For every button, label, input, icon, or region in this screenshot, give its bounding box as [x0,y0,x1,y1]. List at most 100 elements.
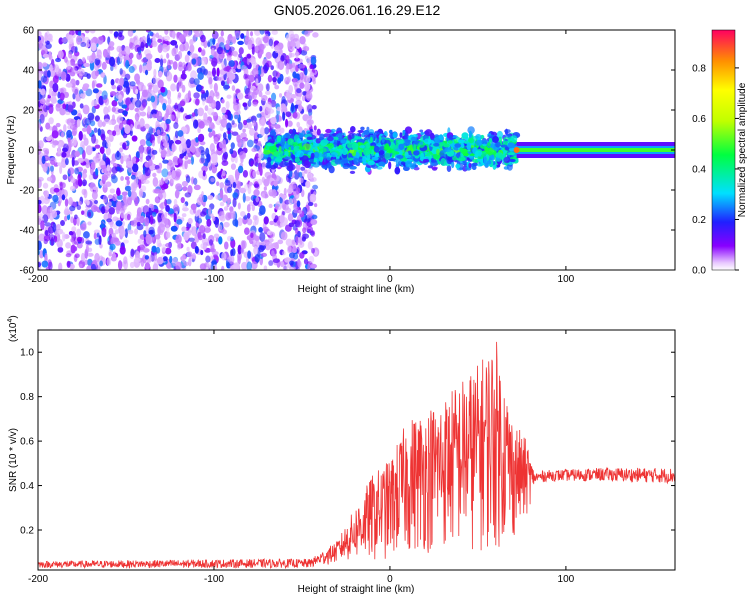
noise-cell [145,198,150,205]
noise-cell [161,134,169,144]
noise-cell [220,80,225,87]
noise-cell [114,229,120,235]
noise-cell [205,89,209,98]
noise-cell [51,210,58,219]
noise-cell [267,237,274,243]
spectrogram-x-label: Height of straight line (km) [298,284,415,295]
noise-cell [91,191,98,200]
noise-cell [89,30,96,34]
noise-cell [38,178,42,189]
band-cell [383,145,391,151]
noise-cell [180,73,187,80]
colorbar-label: Normalized spectral amplitude [737,82,748,217]
noise-cell [80,93,84,98]
noise-cell [243,227,250,236]
noise-cell [251,204,256,212]
noise-cell [270,65,274,71]
noise-cell [101,174,109,181]
noise-cell [237,121,243,131]
noise-cell [139,111,147,117]
noise-cell [284,207,292,214]
noise-cell [274,46,280,51]
noise-cell [91,133,96,144]
spectrogram-y-ticks: -60 -40 -20 0 20 40 60 [20,26,675,277]
noise-cell [241,261,248,270]
noise-cell [288,30,295,38]
band-cell [510,135,518,143]
noise-cell [137,245,141,253]
y-tick-label: 20 [23,106,35,117]
noise-cell [165,242,172,248]
noise-cell [285,118,289,128]
noise-cell [306,94,313,99]
noise-cell [82,134,87,141]
noise-cell [40,75,48,83]
noise-cell [115,220,123,227]
noise-cell [201,165,208,173]
band-cell [405,160,412,168]
noise-cell [166,171,173,176]
noise-cell [39,105,44,113]
noise-cell [75,35,82,45]
noise-cell [311,214,318,220]
noise-cell [264,171,272,179]
noise-cell [150,109,157,116]
noise-cell [86,124,91,135]
noise-cell [97,166,101,171]
noise-cell [91,70,98,80]
noise-cell [74,167,79,175]
noise-cell [158,94,164,103]
band-cell [293,145,301,153]
noise-cell [171,169,176,179]
noise-cell [211,30,219,40]
noise-cell [221,49,227,54]
noise-cell [163,35,170,42]
noise-cell [62,174,68,181]
noise-cell [195,98,200,106]
band-cell [319,133,325,141]
noise-cell [69,154,74,159]
noise-cell [284,257,292,263]
noise-cell [299,71,304,81]
noise-cell [134,228,138,235]
noise-cell [200,56,207,65]
noise-cell [230,142,235,150]
noise-cell [153,68,157,78]
noise-cell [185,139,192,149]
noise-cell [237,255,241,265]
noise-cell [144,167,151,177]
noise-cell [294,57,301,62]
noise-cell [237,165,244,174]
noise-cell [188,237,195,242]
noise-cell [94,58,101,66]
noise-cell [215,100,221,111]
noise-cell [157,38,163,43]
noise-cell [76,204,82,211]
noise-cell [100,133,106,141]
noise-cell [70,118,76,124]
noise-cell [290,94,297,99]
noise-cell [176,112,181,119]
band-cell [504,129,511,134]
band-cell [476,163,483,167]
noise-cell [40,88,46,96]
noise-cell [84,259,88,266]
band-cell [364,134,370,138]
noise-cell [219,182,225,189]
noise-cell [121,119,128,125]
noise-cell [124,185,132,192]
noise-cell [90,161,96,171]
y-tick-label: -60 [20,266,35,277]
band-cell [408,151,412,155]
band-cell [392,131,398,139]
noise-cell [264,90,271,95]
noise-cell [200,49,206,57]
noise-cell [247,250,252,259]
colorbar-tick-label: 0.0 [692,266,706,277]
noise-cell [120,210,125,219]
noise-cell [266,60,272,68]
noise-cell [236,64,242,70]
noise-cell [95,83,103,88]
noise-cell [211,130,216,137]
noise-cell [246,118,252,123]
